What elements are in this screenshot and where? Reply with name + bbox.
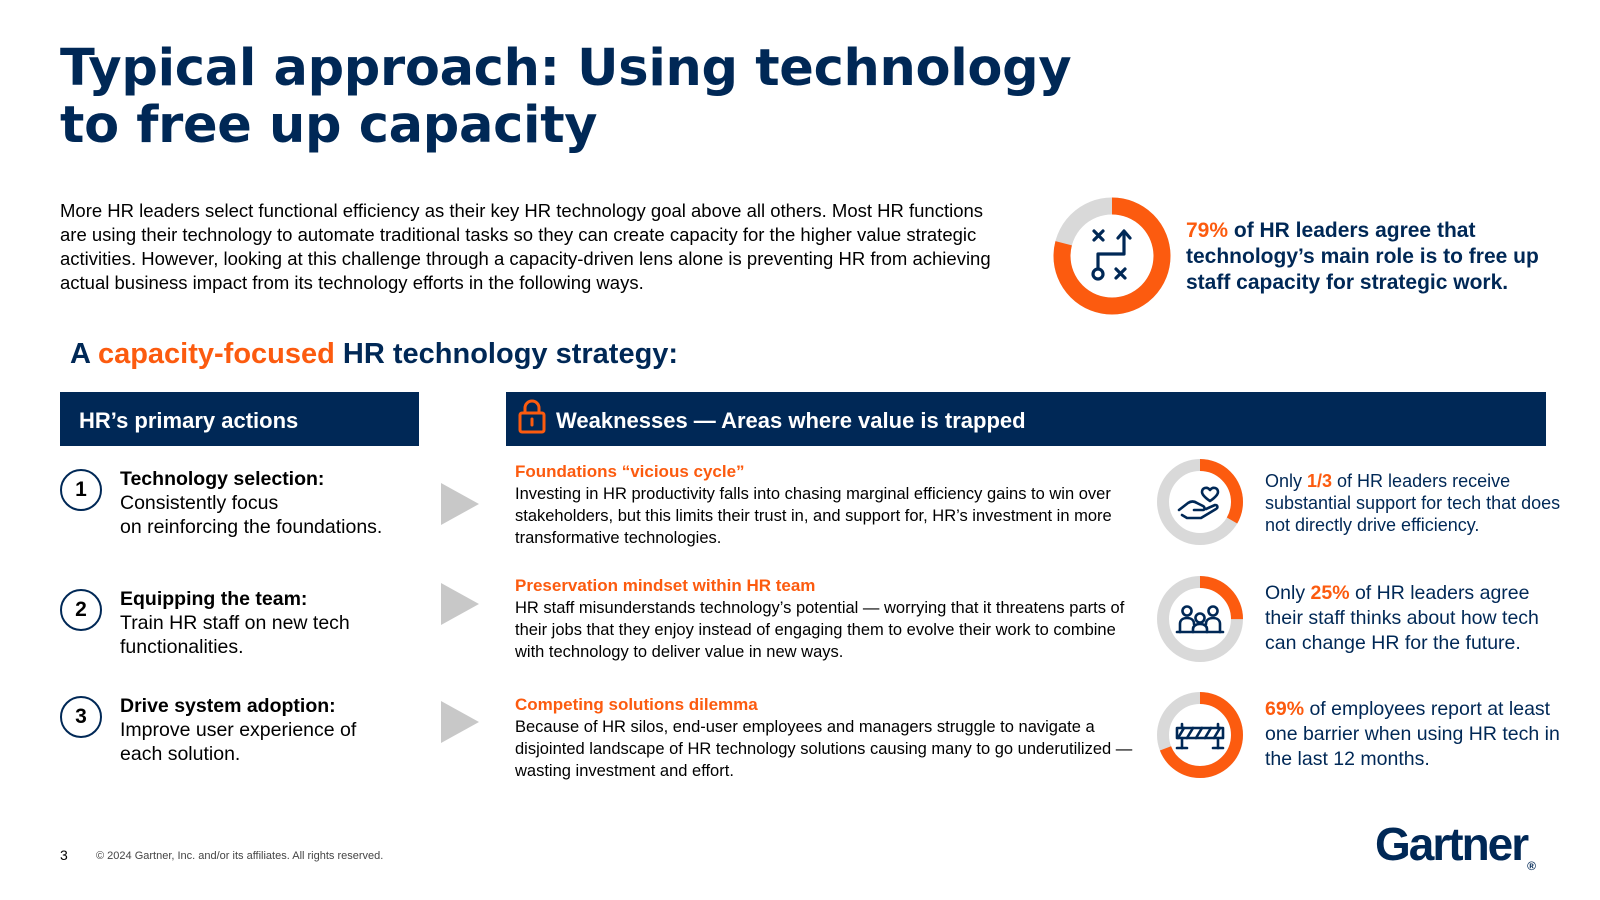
stat-donut-1 xyxy=(1157,459,1243,545)
actions-header-label: HR’s primary actions xyxy=(79,408,299,433)
weakness-title: Foundations “vicious cycle” xyxy=(515,462,745,481)
weakness-item-1: Foundations “vicious cycle” Investing in… xyxy=(515,461,1145,549)
page-title: Typical approach: Using technology to fr… xyxy=(60,40,1160,154)
weakness-item-3: Competing solutions dilemma Because of H… xyxy=(515,694,1145,782)
weaknesses-header-label: Weaknesses — Areas where value is trappe… xyxy=(556,408,1026,433)
action-number-badge: 1 xyxy=(60,469,102,511)
stat-donut-3 xyxy=(1157,692,1243,778)
action-line-1: Consistently focus xyxy=(120,492,279,514)
action-line-2: each solution. xyxy=(120,743,241,765)
main-stat-value: 79% xyxy=(1186,219,1229,242)
weakness-body: Because of HR silos, end-user employees … xyxy=(515,718,1133,780)
strategy-heading-prefix: A xyxy=(70,338,98,370)
strategy-heading-highlight: capacity-focused xyxy=(97,338,335,370)
stat-prefix: Only xyxy=(1265,582,1311,604)
logo-registered-mark: ® xyxy=(1527,859,1537,873)
strategy-play-icon xyxy=(1091,229,1132,281)
action-title: Equipping the team: xyxy=(120,588,308,610)
donut-fill xyxy=(1157,576,1243,662)
arrow-right-icon xyxy=(441,483,479,525)
action-text: Technology selection: Consistently focus… xyxy=(120,467,440,539)
donut-fill xyxy=(1157,459,1243,545)
stat-text-3: 69% of employees report at least one bar… xyxy=(1265,697,1565,772)
stat-description: of HR leaders receive substantial suppor… xyxy=(1265,471,1561,535)
action-text: Drive system adoption: Improve user expe… xyxy=(120,694,440,766)
stat-text-1: Only 1/3 of HR leaders receive substanti… xyxy=(1265,470,1565,536)
action-line-1: Improve user experience of xyxy=(120,719,357,741)
stat-value: 1/3 xyxy=(1307,471,1333,491)
lock-icon xyxy=(518,399,546,434)
action-number-badge: 2 xyxy=(60,589,102,631)
arrow-right-icon xyxy=(441,583,479,625)
donut-fill xyxy=(1053,197,1171,315)
stat-donut-2 xyxy=(1157,576,1243,662)
weakness-body: HR staff misunderstands technology’s pot… xyxy=(515,599,1125,661)
title-line-1: Typical approach: Using technology xyxy=(60,39,1072,98)
arrow-right-icon xyxy=(441,701,479,743)
barrier-icon xyxy=(1175,722,1225,750)
strategy-heading: A capacity-focused HR technology strateg… xyxy=(70,338,678,371)
copyright-notice: © 2024 Gartner, Inc. and/or its affiliat… xyxy=(96,850,384,862)
action-line-2: functionalities. xyxy=(120,636,244,658)
donut-fill xyxy=(1157,692,1243,778)
intro-paragraph: More HR leaders select functional effici… xyxy=(60,200,991,293)
action-title: Technology selection: xyxy=(120,468,325,490)
actions-header-bar: HR’s primary actions xyxy=(60,392,419,446)
action-title: Drive system adoption: xyxy=(120,695,336,717)
weakness-item-2: Preservation mindset within HR team HR s… xyxy=(515,575,1145,663)
stat-value: 25% xyxy=(1310,582,1350,604)
main-stat-donut xyxy=(1053,197,1171,315)
stat-value: 69% xyxy=(1265,698,1305,720)
stat-prefix: Only xyxy=(1265,471,1308,491)
weakness-title: Preservation mindset within HR team xyxy=(515,576,816,595)
action-line-2: on reinforcing the foundations. xyxy=(120,516,383,538)
strategy-heading-suffix: HR technology strategy: xyxy=(334,338,679,370)
weakness-body: Investing in HR productivity falls into … xyxy=(515,485,1112,547)
title-line-2: to free up capacity xyxy=(60,96,598,155)
weaknesses-header-bar: Weaknesses — Areas where value is trappe… xyxy=(506,392,1546,446)
gartner-logo: Gartner® xyxy=(1375,818,1537,873)
action-text: Equipping the team: Train HR staff on ne… xyxy=(120,587,440,659)
stat-description: of HR leaders agree their staff thinks a… xyxy=(1265,582,1539,654)
action-line-1: Train HR staff on new tech xyxy=(120,612,350,634)
heart-hand-icon xyxy=(1177,486,1220,520)
stat-description: of employees report at least one barrier… xyxy=(1265,698,1560,770)
main-stat-description: of HR leaders agree that technology’s ma… xyxy=(1186,219,1539,294)
logo-wordmark: Gartner xyxy=(1375,818,1529,870)
team-people-icon xyxy=(1175,605,1225,634)
action-number-badge: 3 xyxy=(60,696,102,738)
page-number: 3 xyxy=(60,847,68,863)
stat-text-2: Only 25% of HR leaders agree their staff… xyxy=(1265,581,1565,656)
main-stat-text: 79% of HR leaders agree that technology’… xyxy=(1186,218,1586,296)
weakness-title: Competing solutions dilemma xyxy=(515,695,758,714)
